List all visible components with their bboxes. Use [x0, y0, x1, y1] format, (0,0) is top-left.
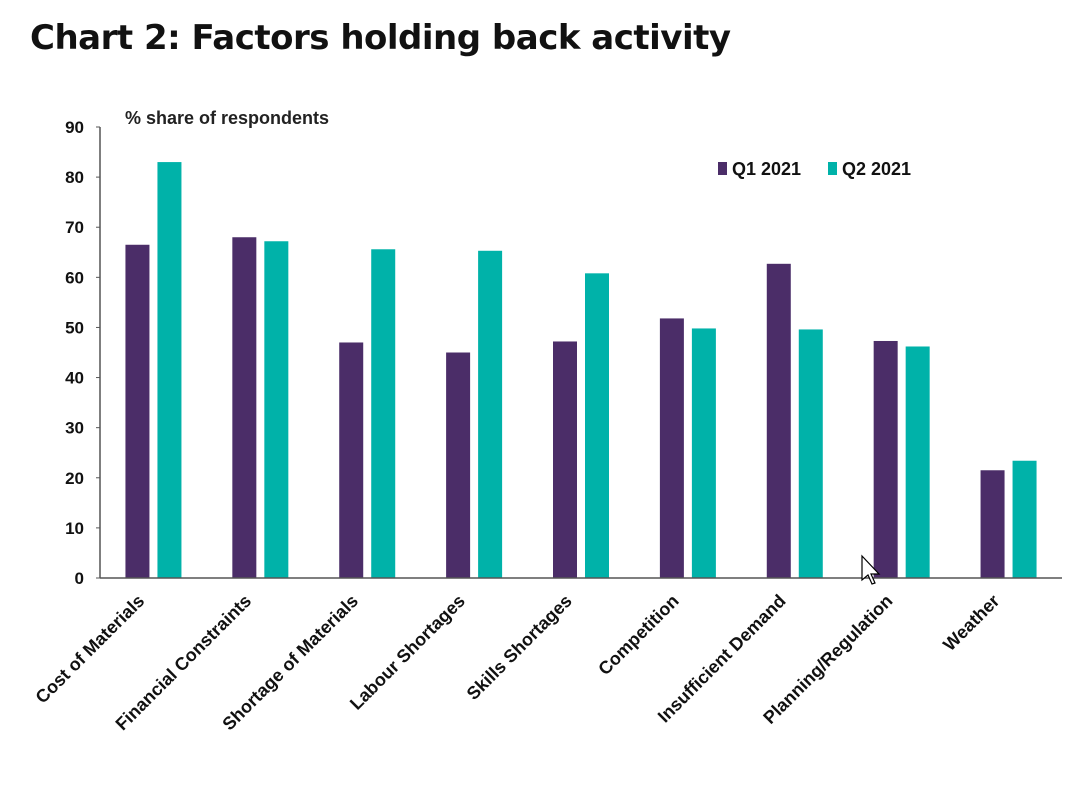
bar-q1-cost-of-materials [125, 244, 150, 578]
legend: Q1 2021 Q2 2021 [718, 159, 911, 179]
y-tick-label: 80 [65, 168, 84, 187]
bar-q2-planning-regulation [905, 346, 930, 578]
bar-q1-shortage-of-materials [339, 342, 364, 578]
chart-title: Chart 2: Factors holding back activity [30, 18, 731, 58]
bar-q2-weather [1012, 460, 1037, 578]
y-tick-label: 0 [75, 569, 84, 588]
x-tick-label: Skills Shortages [463, 591, 576, 704]
y-tick-label: 50 [65, 318, 84, 337]
bar-q2-competition [691, 328, 716, 578]
y-tick-label: 60 [65, 268, 84, 287]
legend-label: Q2 2021 [842, 159, 911, 179]
bar-q2-shortage-of-materials [371, 249, 396, 578]
x-tick-label: Cost of Materials [32, 591, 149, 708]
bar-q2-skills-shortages [585, 273, 609, 578]
x-tick-label: Weather [939, 591, 1003, 655]
bar-q1-planning-regulation [873, 340, 898, 578]
bar-group [125, 162, 1037, 579]
y-tick-label: 70 [65, 218, 84, 237]
legend-swatch [718, 162, 727, 175]
bar-q2-financial-constraints [264, 241, 289, 578]
y-tick-label: 90 [65, 118, 84, 137]
bar-q1-financial-constraints [232, 237, 257, 578]
legend-swatch [828, 162, 837, 175]
bar-q1-labour-shortages [446, 352, 471, 578]
y-axis-label: % share of respondents [125, 108, 329, 128]
bar-q2-insufficient-demand [798, 329, 823, 578]
mouse-cursor-icon [861, 554, 881, 585]
x-tick-label: Competition [594, 591, 682, 679]
y-tick-label: 40 [65, 369, 84, 388]
bar-q1-weather [980, 470, 1005, 578]
bar-q1-competition [659, 318, 684, 578]
bar-q1-skills-shortages [553, 341, 577, 578]
y-axis-ticks: 0 10 20 30 40 50 60 70 80 90 [65, 118, 100, 588]
bar-q1-insufficient-demand [766, 263, 791, 578]
bar-q2-cost-of-materials [157, 162, 182, 579]
bar-q2-labour-shortages [478, 250, 503, 578]
y-tick-label: 10 [65, 519, 84, 538]
y-tick-label: 20 [65, 469, 84, 488]
x-tick-label: Labour Shortages [346, 591, 469, 714]
legend-label: Q1 2021 [732, 159, 801, 179]
y-tick-label: 30 [65, 419, 84, 438]
